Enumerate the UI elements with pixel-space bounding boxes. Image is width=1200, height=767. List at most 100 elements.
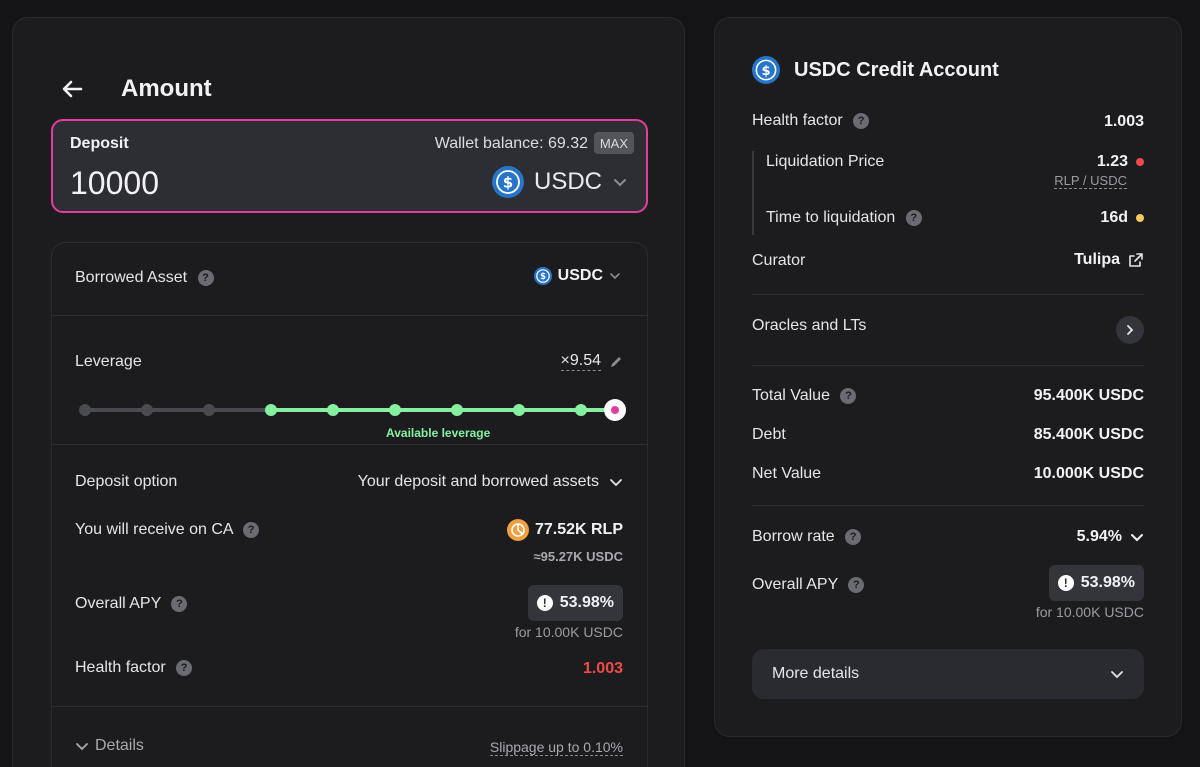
debt-value: 85.400K USDC <box>1033 426 1144 443</box>
credit-account-header: $ USDC Credit Account <box>752 56 999 84</box>
overall-apy-label: Overall APY <box>75 595 161 612</box>
chevron-down-icon <box>610 273 620 280</box>
borrow-rate-label: Borrow rate <box>752 528 835 545</box>
net-value: 10.000K USDC <box>1033 465 1144 482</box>
rhs-health-factor-value: 1.003 <box>1103 113 1144 130</box>
slider-step[interactable] <box>141 404 153 416</box>
credit-account-title: USDC Credit Account <box>794 58 999 81</box>
slider-track-inactive <box>85 408 275 412</box>
divider <box>52 315 647 316</box>
total-value-row: Total Value ? <box>752 387 857 405</box>
curator-link[interactable]: Tulipa <box>1074 251 1144 269</box>
deposit-option-value: Your deposit and borrowed assets <box>357 473 599 490</box>
deposit-amount-input[interactable] <box>70 163 370 203</box>
available-leverage-label: Available leverage <box>386 426 491 440</box>
warning-icon: ! <box>536 595 553 611</box>
details-label: Details <box>95 737 144 754</box>
slider-step[interactable] <box>575 404 587 416</box>
deposit-box[interactable]: Deposit Wallet balance: 69.32 MAX $ USDC <box>51 119 648 213</box>
help-icon[interactable]: ? <box>176 659 193 676</box>
leverage-slider[interactable] <box>79 399 626 421</box>
leverage-value-edit[interactable]: ×9.54 <box>560 352 623 371</box>
overall-apy-row: Overall APY ? <box>75 595 188 613</box>
liquidation-price: 1.23 <box>1097 153 1144 171</box>
slider-step[interactable] <box>79 404 91 416</box>
leverage-label: Leverage <box>75 353 142 370</box>
rhs-overall-apy-row: Overall APY ? <box>752 576 865 594</box>
slider-step[interactable] <box>327 404 339 416</box>
overall-apy-note: for 10.00K USDC <box>514 624 623 640</box>
leverage-value: ×9.54 <box>560 352 601 371</box>
liquidation-price-pair: RLP / USDC <box>1054 173 1127 189</box>
help-icon[interactable]: ? <box>905 209 922 226</box>
rhs-health-factor-label: Health factor <box>752 112 843 129</box>
details-toggle[interactable]: Details <box>75 737 144 755</box>
health-factor-label: Health factor <box>75 659 166 676</box>
help-icon[interactable]: ? <box>853 112 870 129</box>
slider-step[interactable] <box>265 404 277 416</box>
svg-text:$: $ <box>503 174 513 192</box>
borrow-rate-row: Borrow rate ? <box>752 528 862 546</box>
slider-step[interactable] <box>389 404 401 416</box>
curator-label: Curator <box>752 252 806 269</box>
help-icon[interactable]: ? <box>243 521 260 538</box>
health-factor-value: 1.003 <box>582 660 623 677</box>
deposit-option-label: Deposit option <box>75 473 178 490</box>
chevron-down-icon <box>1131 534 1143 542</box>
net-value-label: Net Value <box>752 465 822 482</box>
borrow-rate-value: 5.94% <box>1076 528 1122 545</box>
liquidation-price-value: 1.23 <box>1096 153 1128 170</box>
overall-apy-value: 53.98% <box>559 594 614 611</box>
chevron-down-icon <box>1111 671 1123 679</box>
borrowed-asset-row: Borrowed Asset ? <box>75 269 214 287</box>
back-arrow-icon[interactable] <box>57 74 87 104</box>
time-to-liquidation-value: 16d <box>1100 209 1128 226</box>
divider <box>752 365 1144 366</box>
pencil-icon <box>611 356 621 367</box>
rhs-overall-apy-label: Overall APY <box>752 576 838 593</box>
wallet-balance: Wallet balance: 69.32 <box>434 135 588 152</box>
borrowed-asset-token: USDC <box>557 267 603 284</box>
slider-thumb[interactable] <box>604 399 626 421</box>
help-icon[interactable]: ? <box>171 595 188 612</box>
time-to-liquidation-row: Time to liquidation ? <box>766 209 922 227</box>
slider-track-active <box>271 408 615 412</box>
usdc-icon: $ <box>752 56 780 84</box>
divider <box>52 444 647 445</box>
more-details-button[interactable]: More details <box>752 649 1144 699</box>
warning-icon: ! <box>1057 575 1074 591</box>
warning-dot-icon <box>1136 214 1144 222</box>
rhs-overall-apy-note: for 10.00K USDC <box>1035 604 1144 620</box>
receive-amount: 77.52K RLP <box>506 519 623 541</box>
deposit-token-select[interactable]: $ USDC <box>491 166 628 198</box>
health-factor-row: Health factor ? <box>75 659 193 677</box>
borrowed-asset-label: Borrowed Asset <box>75 269 188 286</box>
slider-step[interactable] <box>203 404 215 416</box>
slider-step[interactable] <box>513 404 525 416</box>
svg-text:$: $ <box>761 64 770 79</box>
receive-amount-value: 77.52K RLP <box>534 521 623 538</box>
rlp-token-icon <box>506 519 529 541</box>
overall-apy-badge[interactable]: ! 53.98% <box>527 585 623 621</box>
svg-text:$: $ <box>540 271 546 281</box>
help-icon[interactable]: ? <box>840 387 857 404</box>
slider-step[interactable] <box>451 404 463 416</box>
receive-row: You will receive on CA ? <box>75 521 260 539</box>
borrow-rate-toggle[interactable]: 5.94% <box>1077 528 1144 546</box>
slippage-link[interactable]: Slippage up to 0.10% <box>489 739 623 756</box>
chevron-down-icon <box>76 743 88 751</box>
borrowed-asset-select[interactable]: $ USDC <box>533 267 621 285</box>
help-icon[interactable]: ? <box>848 576 865 593</box>
divider <box>752 505 1144 506</box>
oracles-expand-button[interactable] <box>1116 316 1144 344</box>
total-value-label: Total Value <box>752 387 830 404</box>
max-button[interactable]: MAX <box>593 132 634 154</box>
rhs-overall-apy-value: 53.98% <box>1080 574 1135 591</box>
deposit-option-select[interactable]: Your deposit and borrowed assets <box>358 473 623 491</box>
rhs-overall-apy-badge[interactable]: ! 53.98% <box>1048 565 1144 601</box>
help-icon[interactable]: ? <box>845 528 862 545</box>
amount-panel: Amount Deposit Wallet balance: 69.32 MAX… <box>12 17 685 767</box>
help-icon[interactable]: ? <box>197 269 214 286</box>
usdc-icon: $ <box>533 267 552 285</box>
divider <box>752 294 1144 295</box>
